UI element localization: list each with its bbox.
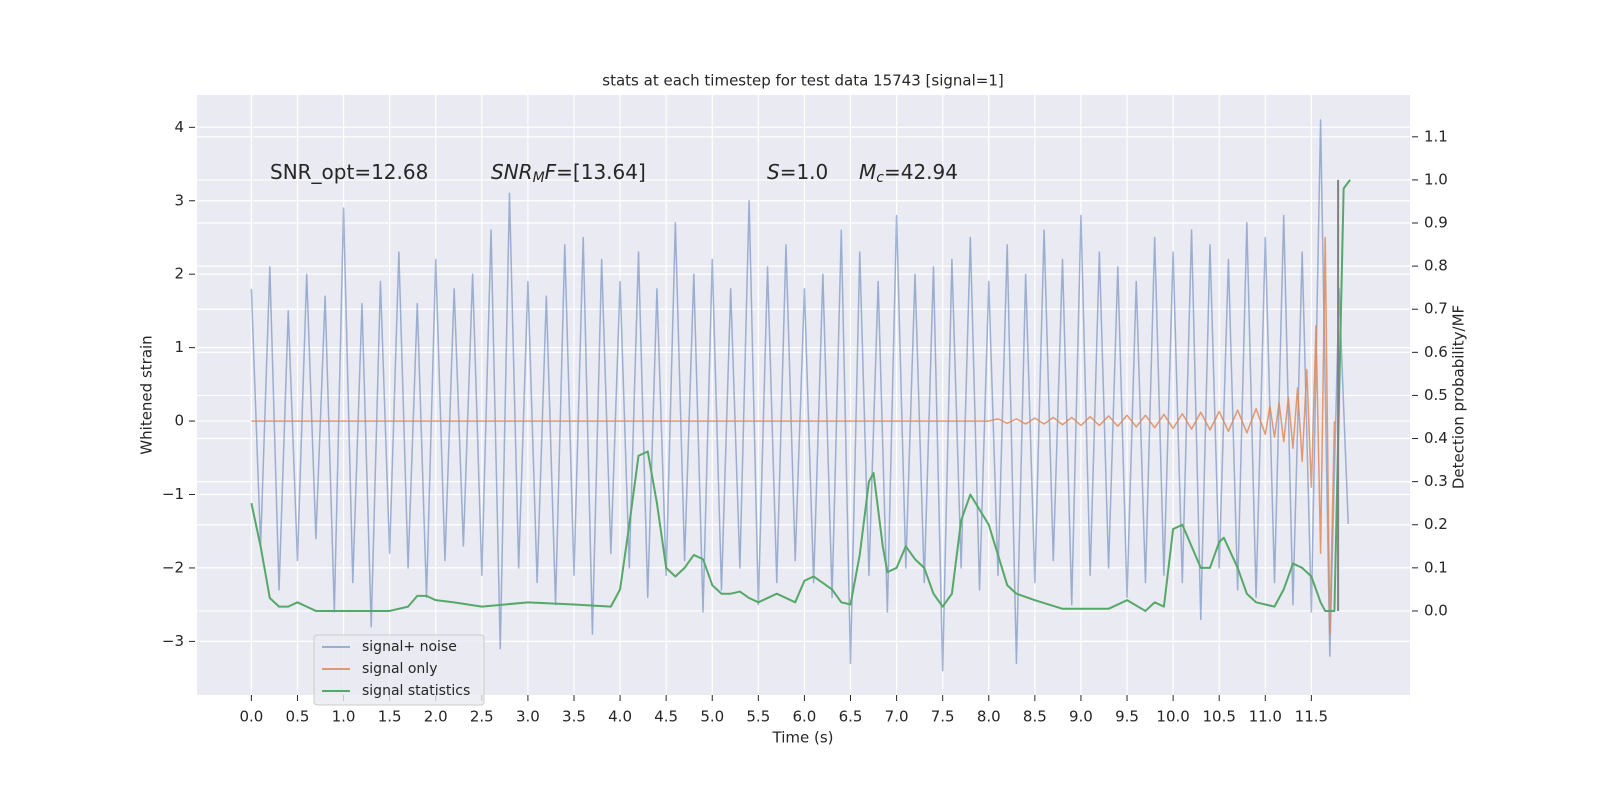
y2-tick-label: 0.5 <box>1424 386 1448 404</box>
y2-tick-label: 0.6 <box>1424 343 1448 361</box>
y2-tick-label: 0.9 <box>1424 214 1448 232</box>
x-tick-label: 5.5 <box>746 708 770 726</box>
y-tick-label: 2 <box>174 265 184 283</box>
x-tick-label: 2.5 <box>470 708 494 726</box>
y-tick-label: −1 <box>162 485 184 503</box>
x-tick-label: 8.5 <box>1023 708 1047 726</box>
y2-tick-label: 0.1 <box>1424 558 1448 576</box>
x-tick-label: 4.5 <box>654 708 678 726</box>
x-tick-label: 1.0 <box>332 708 356 726</box>
plot <box>250 119 1351 672</box>
annotation-part: M <box>859 160 876 184</box>
y-axis-label: Whitened strain <box>138 335 156 454</box>
legend-box <box>313 634 485 706</box>
series-line <box>250 179 1351 612</box>
x-tick-label: 3.5 <box>562 708 586 726</box>
annotation-part: SNR <box>491 160 533 184</box>
y2-tick-label: 1.0 <box>1424 170 1448 188</box>
y-tick-label: 4 <box>174 118 184 136</box>
x-tick-label: 8.0 <box>977 708 1001 726</box>
series-line <box>251 236 1336 635</box>
annotation-part: c <box>876 170 884 186</box>
x-tick-label: 3.0 <box>516 708 540 726</box>
series-line <box>250 119 1349 672</box>
x-tick-label: 7.5 <box>931 708 955 726</box>
annotation: SNR_opt=12.68 <box>270 160 428 184</box>
y2-tick-label: 0.8 <box>1424 257 1448 275</box>
annotation-part: F <box>545 160 557 184</box>
y2-tick-label: 0.3 <box>1424 472 1448 490</box>
x-tick-label: 5.0 <box>700 708 724 726</box>
x-tick-label: 1.5 <box>378 708 402 726</box>
y-tick-label: 1 <box>174 338 184 356</box>
x-tick-label: 7.0 <box>885 708 909 726</box>
legend-label: signal+ noise <box>362 639 457 655</box>
y-tick-label: −3 <box>162 632 184 650</box>
x-tick-label: 0.5 <box>286 708 310 726</box>
x-tick-label: 0.0 <box>239 708 263 726</box>
x-tick-label: 6.0 <box>792 708 816 726</box>
annotation-part: SNR_opt=12.68 <box>270 160 428 184</box>
y2-tick-label: 1.1 <box>1424 127 1448 145</box>
x-tick-label: 9.5 <box>1115 708 1139 726</box>
annotation: SNRMF=[13.64] <box>491 160 646 187</box>
x-tick-label: 2.0 <box>424 708 448 726</box>
y2-tick-label: 0.4 <box>1424 429 1448 447</box>
y-tick-label: 3 <box>174 191 184 209</box>
annotation-part: =1.0 <box>780 160 829 184</box>
y2-tick-label: 0.7 <box>1424 300 1448 318</box>
x-tick-label: 10.0 <box>1156 708 1189 726</box>
annotation-part: =[13.64] <box>556 160 646 184</box>
x-tick-label: 11.5 <box>1295 708 1328 726</box>
annotation: S=1.0 <box>767 160 828 184</box>
x-axis-label: Time (s) <box>772 729 834 747</box>
y2-tick-label: 0.2 <box>1424 515 1448 533</box>
legend-label: signal only <box>362 661 437 677</box>
y-tick-label: −2 <box>162 558 184 576</box>
annotation: Mc=42.94 <box>859 160 958 187</box>
y2-tick-label: 0.0 <box>1424 601 1448 619</box>
legend-label: signal statistics <box>362 683 470 699</box>
y-tick-label: 0 <box>174 412 184 430</box>
x-tick-label: 11.0 <box>1249 708 1282 726</box>
x-tick-label: 9.0 <box>1069 708 1093 726</box>
y2-axis-label: Detection probability/MF <box>1450 305 1468 489</box>
chart-title: stats at each timestep for test data 157… <box>602 72 1003 90</box>
annotation-part: S <box>767 160 780 184</box>
x-tick-label: 4.0 <box>608 708 632 726</box>
annotation-part: M <box>533 170 545 186</box>
x-tick-label: 6.5 <box>839 708 863 726</box>
x-tick-label: 10.5 <box>1202 708 1235 726</box>
annotation-part: =42.94 <box>884 160 958 184</box>
